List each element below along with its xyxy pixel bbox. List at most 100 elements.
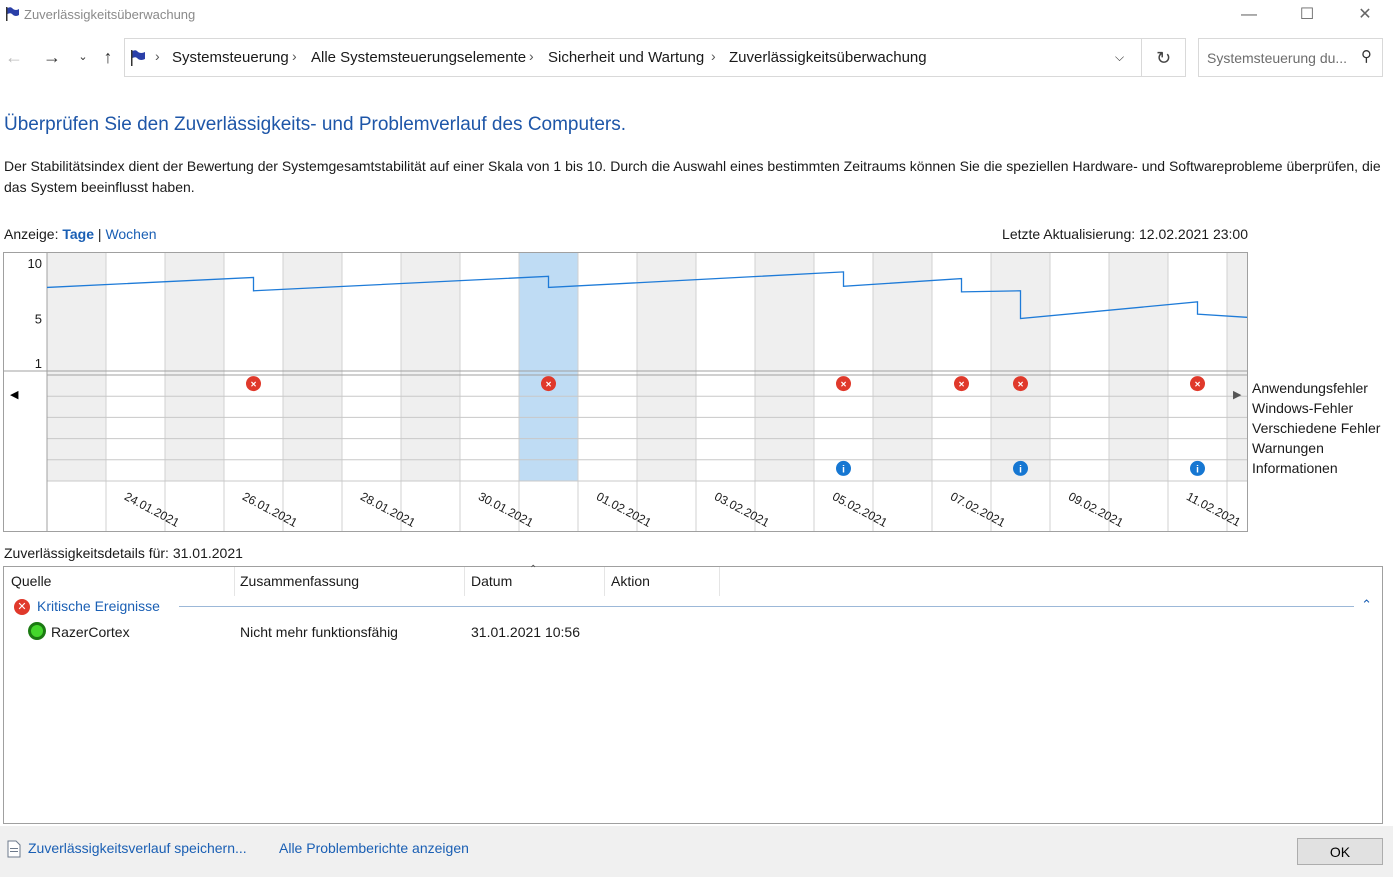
legend-misc-errors: Verschiedene Fehler bbox=[1252, 420, 1381, 436]
page-title: Überprüfen Sie den Zuverlässigkeits- und… bbox=[4, 114, 627, 135]
reliability-chart[interactable]: 1051××××××iiii24.01.202126.01.202128.01.… bbox=[3, 252, 1248, 532]
column-divider[interactable] bbox=[604, 567, 605, 596]
last-update: Letzte Aktualisierung: 12.02.2021 23:00 bbox=[1002, 226, 1248, 242]
day-column[interactable] bbox=[106, 253, 165, 481]
day-column[interactable] bbox=[401, 253, 460, 481]
details-label: Zuverlässigkeitsdetails für: 31.01.2021 bbox=[4, 545, 243, 561]
day-column[interactable] bbox=[578, 253, 637, 481]
address-bar[interactable]: › Systemsteuerung › Alle Systemsteuerung… bbox=[124, 38, 1142, 77]
view-label: Anzeige: bbox=[4, 226, 59, 242]
breadcrumb-separator: › bbox=[155, 48, 160, 64]
column-header-source[interactable]: Quelle bbox=[11, 573, 52, 589]
error-glyph: × bbox=[251, 380, 257, 391]
day-column[interactable] bbox=[1168, 253, 1227, 481]
row-source: RazerCortex bbox=[51, 624, 130, 640]
day-column[interactable] bbox=[283, 253, 342, 481]
critical-error-icon[interactable] bbox=[541, 376, 556, 392]
group-header-critical[interactable]: ✕ Kritische Ereignisse ⌃ bbox=[14, 597, 1384, 619]
date-tick-label: 30.01.2021 bbox=[476, 489, 536, 530]
breadcrumb-item[interactable]: Alle Systemsteuerungselemente bbox=[311, 49, 527, 66]
view-all-reports-link[interactable]: Alle Problemberichte anzeigen bbox=[279, 840, 469, 856]
group-label[interactable]: Kritische Ereignisse bbox=[37, 598, 160, 614]
critical-error-icon[interactable] bbox=[1190, 376, 1205, 392]
error-glyph: × bbox=[546, 380, 552, 391]
ok-button[interactable]: OK bbox=[1297, 838, 1383, 865]
day-column[interactable] bbox=[873, 253, 932, 481]
table-row[interactable]: RazerCortex Nicht mehr funktionsfähig 31… bbox=[4, 621, 1382, 643]
day-column[interactable] bbox=[814, 253, 873, 481]
day-column[interactable] bbox=[1227, 253, 1247, 481]
error-glyph: × bbox=[1018, 380, 1024, 391]
day-column[interactable] bbox=[460, 253, 519, 481]
recent-locations-button[interactable]: ⌄ bbox=[78, 51, 88, 63]
date-tick-label: 03.02.2021 bbox=[712, 489, 772, 530]
legend-windows-errors: Windows-Fehler bbox=[1252, 400, 1354, 416]
breadcrumb-item[interactable]: Zuverlässigkeitsüberwachung bbox=[729, 49, 927, 66]
day-column[interactable] bbox=[1050, 253, 1109, 481]
search-icon[interactable]: ⚲ bbox=[1361, 48, 1372, 65]
day-column[interactable] bbox=[755, 253, 814, 481]
view-weeks-link[interactable]: Wochen bbox=[105, 226, 157, 242]
selected-day-column[interactable] bbox=[519, 253, 578, 481]
view-selector: Anzeige: Tage | Wochen bbox=[4, 226, 157, 242]
date-tick-label: 28.01.2021 bbox=[358, 489, 418, 530]
column-divider[interactable] bbox=[719, 567, 720, 596]
forward-button[interactable]: → bbox=[43, 47, 61, 67]
y-tick-label: 1 bbox=[35, 356, 42, 371]
date-tick-label: 24.01.2021 bbox=[122, 489, 182, 530]
breadcrumb-item[interactable]: Sicherheit und Wartung bbox=[548, 49, 705, 66]
minimize-button[interactable]: — bbox=[1241, 6, 1257, 23]
maximize-button[interactable]: ☐ bbox=[1299, 6, 1315, 23]
back-button[interactable]: ← bbox=[5, 47, 23, 67]
stability-index-line bbox=[46, 271, 1247, 320]
error-glyph: × bbox=[841, 380, 847, 391]
information-icon[interactable] bbox=[1013, 460, 1028, 476]
search-box[interactable]: ⚲ bbox=[1198, 38, 1383, 77]
day-column[interactable] bbox=[342, 253, 401, 481]
scroll-right-arrow[interactable]: ▶ bbox=[1233, 389, 1242, 401]
column-divider[interactable] bbox=[234, 567, 235, 596]
column-divider[interactable] bbox=[464, 567, 465, 596]
critical-error-icon[interactable] bbox=[246, 376, 261, 392]
day-column[interactable] bbox=[991, 253, 1050, 481]
legend-application-errors: Anwendungsfehler bbox=[1252, 380, 1368, 396]
date-tick-label: 01.02.2021 bbox=[594, 489, 654, 530]
search-input[interactable] bbox=[1207, 47, 1352, 69]
day-column[interactable] bbox=[1109, 253, 1168, 481]
y-tick-label: 5 bbox=[35, 312, 42, 327]
up-button[interactable]: ↑ bbox=[103, 47, 113, 67]
day-column[interactable] bbox=[47, 253, 106, 481]
error-glyph: × bbox=[959, 380, 965, 391]
legend-warnings: Warnungen bbox=[1252, 440, 1324, 456]
critical-error-icon[interactable] bbox=[954, 376, 969, 392]
save-history-link[interactable]: Zuverlässigkeitsverlauf speichern... bbox=[28, 840, 247, 856]
chart-canvas[interactable]: 1051××××××iiii24.01.202126.01.202128.01.… bbox=[4, 253, 1247, 531]
view-days-link[interactable]: Tage bbox=[62, 226, 95, 242]
day-column[interactable] bbox=[696, 253, 755, 481]
legend-information: Informationen bbox=[1252, 460, 1338, 476]
information-icon[interactable] bbox=[836, 460, 851, 476]
critical-error-icon[interactable] bbox=[1013, 376, 1028, 392]
error-glyph: × bbox=[1195, 380, 1201, 391]
y-tick-label: 10 bbox=[28, 256, 42, 271]
information-glyph: i bbox=[1019, 464, 1022, 475]
view-separator: | bbox=[97, 226, 102, 242]
details-table[interactable]: Quelle Zusammenfassung Datum ⌃ Aktion ✕ … bbox=[3, 564, 1384, 824]
column-header-action[interactable]: Aktion bbox=[611, 573, 650, 589]
collapse-chevron-icon[interactable]: ⌃ bbox=[1361, 597, 1372, 612]
title-bar: Zuverlässigkeitsüberwachung — ☐ ✕ bbox=[0, 0, 1393, 30]
column-header-summary[interactable]: Zusammenfassung bbox=[240, 573, 360, 589]
information-icon[interactable] bbox=[1190, 460, 1205, 476]
scroll-left-arrow[interactable]: ◀ bbox=[10, 389, 19, 401]
date-tick-label: 07.02.2021 bbox=[948, 489, 1008, 530]
refresh-button[interactable]: ↻ bbox=[1142, 38, 1186, 77]
column-header-date[interactable]: Datum bbox=[471, 573, 513, 589]
breadcrumb-separator: › bbox=[529, 48, 534, 64]
chevron-down-icon[interactable]: ⌵ bbox=[1115, 50, 1125, 64]
day-column[interactable] bbox=[165, 253, 224, 481]
critical-error-icon[interactable] bbox=[836, 376, 851, 392]
day-column[interactable] bbox=[637, 253, 696, 481]
breadcrumb-item[interactable]: Systemsteuerung bbox=[172, 49, 289, 66]
close-button[interactable]: ✕ bbox=[1358, 6, 1372, 23]
footer-bar: Zuverlässigkeitsverlauf speichern... All… bbox=[0, 826, 1393, 877]
